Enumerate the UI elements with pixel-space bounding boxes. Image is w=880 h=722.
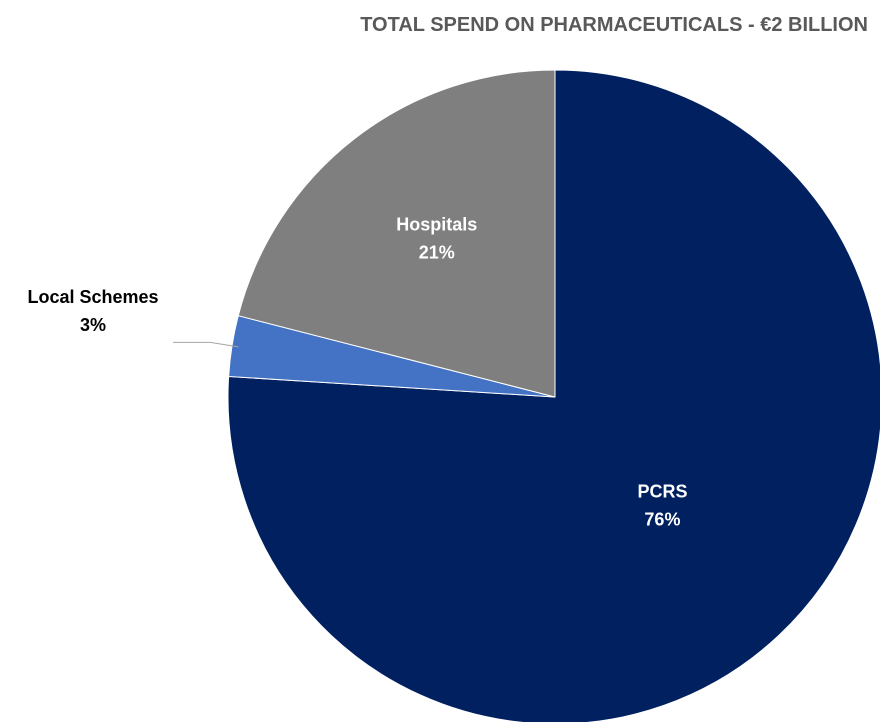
slice-percent-local-schemes: 3% (80, 315, 106, 335)
chart-title: TOTAL SPEND ON PHARMACEUTICALS - €2 BILL… (360, 14, 868, 36)
pie-slice-hospitals (237, 69, 556, 398)
slice-percent-pcrs: 76% (644, 509, 680, 529)
slice-name-pcrs: PCRS (637, 481, 687, 501)
leader-line-local-schemes (173, 341, 239, 348)
slice-name-local-schemes: Local Schemes (27, 287, 158, 307)
slice-percent-hospitals: 21% (419, 243, 455, 263)
slice-name-hospitals: Hospitals (396, 215, 477, 235)
pie-slice-pcrs (227, 69, 880, 722)
